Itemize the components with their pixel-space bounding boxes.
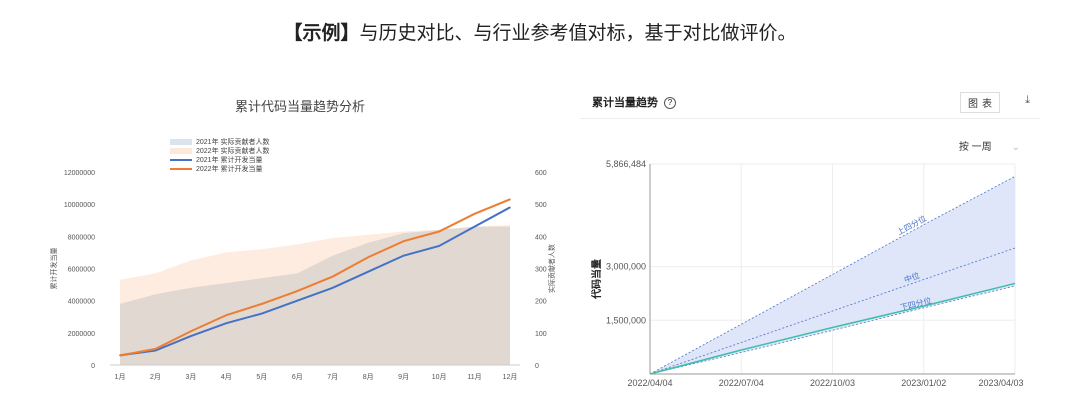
x-tick-label: 2023/04/03 [978,378,1023,388]
download-icon[interactable]: ⤓ [1025,94,1030,106]
line-point [296,290,299,292]
y-tick-label: 0 [91,363,95,370]
x-tick-label: 2月 [150,373,161,381]
legend-label: 2021年 累计开发当量 [196,155,263,164]
legend-label: 2022年 实际贡献者人数 [196,146,270,155]
right-chart-panel: 累计当量趋势? 图表 ⤓ 按 一周 ⌄ 上四分位 中位 下四分位 1,500,000 3,… [580,86,1040,396]
headline-text: 与历史对比、与行业参考值对标，基于对比做评价。 [359,22,797,44]
area-series-2021 [120,226,510,365]
line-point [473,225,476,228]
x-tick-label: 3月 [185,373,196,381]
line-point [367,270,369,273]
left-chart-title: 累计代码当量趋势分析 [234,99,365,114]
legend-swatch [170,148,192,154]
period-select[interactable]: 按 一周 ⌄ [959,138,1020,153]
x-tick-label: 2023/01/02 [901,378,946,388]
line-point [402,254,405,257]
line-point [261,303,263,305]
help-icon[interactable]: ? [664,97,676,109]
x-tick-label: 7月 [327,373,338,381]
line-point [190,335,192,337]
line-point [154,349,157,352]
quartile-band [650,176,1015,374]
line-point [190,330,192,333]
line-point [225,314,228,316]
y-axis-label: 累计开发当量 [49,248,58,290]
y-axis-label: 代码当量 [590,259,603,300]
y2-tick-label: 100 [535,331,547,338]
line-point [402,240,405,242]
line-point [509,206,511,209]
series-lower-quartile [649,285,1016,375]
right-chart-title-text: 累计当量趋势 [592,97,658,109]
chevron-down-icon: ⌄ [1011,142,1020,153]
divider [580,118,1040,119]
line-series-2021 [119,206,511,357]
line-point [154,348,157,350]
line-point [438,230,440,233]
x-tick-label: 2022/04/04 [627,378,672,388]
x-tick-label: 10月 [432,373,447,381]
y2-tick-label: 600 [535,170,547,177]
series-median [649,247,1016,375]
left-chart-panel: 累计代码当量趋势分析 1月 2月 3月 4月 5月 6月 7月 8月 9月 10月 11月 12月 0 2… [40,88,560,393]
x-tick-label: 2022/07/04 [719,378,764,388]
y-tick-label: 8000000 [68,234,95,241]
y2-axis-label: 实际贡献者人数 [547,244,556,293]
y-tick-label: 4000000 [68,299,95,306]
y-tick-label: 1,500,000 [606,315,646,325]
line-point [296,299,299,302]
line-point [331,287,334,289]
right-chart-title: 累计当量趋势? [592,94,676,110]
line-point [367,256,369,259]
right-chart-svg: 上四分位中位下四分位1,500,0003,000,0005,866,484202… [590,159,1024,388]
table-view-button[interactable]: 表 [982,99,992,110]
series-label: 中位 [903,270,921,285]
line-point [438,245,440,247]
x-tick-label: 1月 [115,373,126,381]
x-tick-label: 9月 [398,373,409,381]
y-tick-label: 10000000 [64,202,95,209]
legend-label: 2022年 累计开发当量 [196,164,263,173]
legend-label: 2021年 实际贡献者人数 [196,137,270,146]
y-tick-label: 2000000 [68,331,95,338]
x-tick-label: 6月 [292,373,303,381]
line-point [261,312,263,315]
x-tick-label: 12月 [503,373,518,381]
y-tick-label: 5,866,484 [606,159,646,169]
x-tick-label: 11月 [467,373,481,381]
y-tick-label: 6000000 [68,267,95,274]
line-point [473,213,476,215]
headline: 【示例】与历史对比、与行业参考值对标，基于对比做评价。 [0,18,1080,45]
x-tick-label: 8月 [363,373,374,381]
y2-tick-label: 200 [535,299,547,306]
view-toggle: 图表 [960,92,1000,113]
legend-swatch [170,139,192,145]
series-upper-quartile [649,176,1016,375]
left-chart-svg: 1月 2月 3月 4月 5月 6月 7月 8月 9月 10月 11月 12月 0 2000000 40000… [49,137,556,381]
y2-tick-label: 400 [535,234,547,241]
line-series-2022 [119,198,511,357]
line-point [225,322,228,324]
period-select-value: 按 一周 [958,142,992,153]
x-tick-label: 2022/10/03 [810,378,855,388]
line-point [119,354,121,357]
headline-bold: 【示例】 [283,22,360,44]
line-point [331,275,334,278]
x-tick-label: 5月 [256,373,267,381]
series-actual [649,282,1016,375]
chart-view-button[interactable]: 图 [968,99,978,110]
y-tick-label: 12000000 [64,170,95,177]
x-tick-label: 4月 [221,373,232,381]
line-point [509,198,511,201]
y2-tick-label: 0 [535,363,539,370]
y2-tick-label: 500 [535,202,547,209]
y2-tick-label: 300 [535,267,547,274]
y-tick-label: 3,000,000 [606,262,646,272]
